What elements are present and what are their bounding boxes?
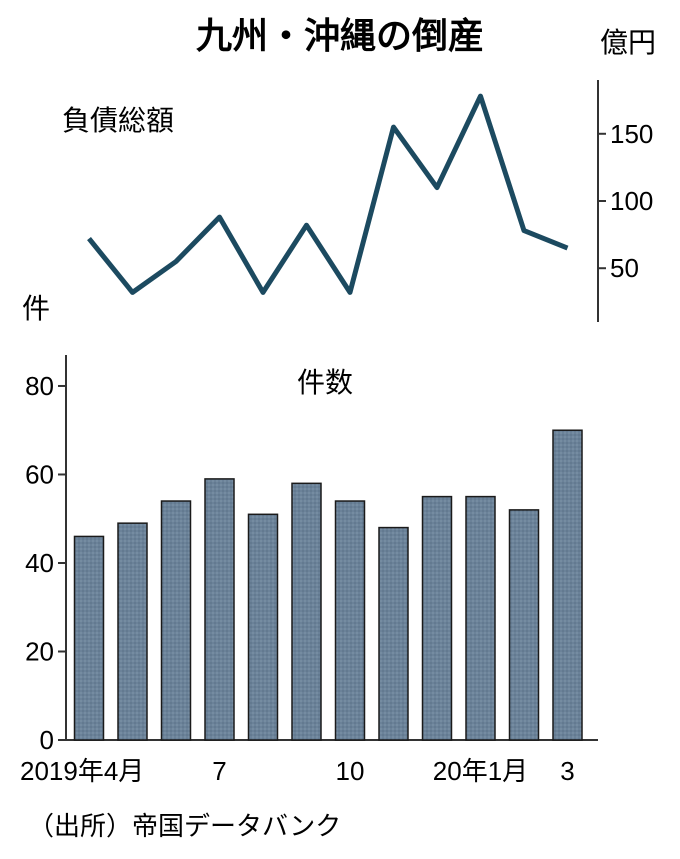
bar-6 <box>334 500 366 741</box>
x-tick-label-3: 20年1月 <box>433 756 528 786</box>
line-points <box>88 96 568 293</box>
bar-y-ticks: 0 20 40 60 80 <box>25 371 66 755</box>
bar-y-tick-label-4: 80 <box>25 371 54 401</box>
bar-4 <box>247 513 279 741</box>
chart-title: 九州・沖縄の倒産 <box>196 16 484 57</box>
bars <box>73 429 583 741</box>
x-tick-labels: 2019年4月 7 10 20年1月 3 <box>20 756 575 786</box>
bar-1 <box>117 522 148 741</box>
source-note: （出所）帝国データバンク <box>28 812 341 842</box>
bar-panel: 件 件数 0 20 40 60 80 2019年4月 7 10 20年1月 3 <box>20 292 598 786</box>
line-unit-label: 億円 <box>600 26 656 59</box>
bar-0 <box>73 535 105 741</box>
bar-y-tick-label-2: 40 <box>25 548 54 578</box>
bar-11 <box>552 429 583 741</box>
bar-10 <box>508 509 540 741</box>
bar-7 <box>378 526 409 741</box>
bar-y-tick-label-1: 20 <box>25 636 54 666</box>
line-y-ticks: 50 100 150 <box>598 119 653 283</box>
bar-3 <box>204 478 235 741</box>
bar-5 <box>291 482 322 741</box>
bar-9 <box>465 495 496 741</box>
bar-unit-label: 件 <box>22 292 50 325</box>
bar-y-tick-label-3: 60 <box>25 459 54 489</box>
line-y-tick-label-1: 100 <box>610 186 653 216</box>
bar-y-tick-label-0: 0 <box>40 725 54 755</box>
bar-2 <box>160 500 192 741</box>
line-series <box>87 93 569 295</box>
line-panel: 億円 負債総額 50 100 150 <box>62 26 656 322</box>
bar-series-label: 件数 <box>297 366 353 399</box>
line-y-tick-label-2: 150 <box>610 119 653 149</box>
x-tick-label-1: 7 <box>212 756 226 786</box>
bar-8 <box>421 495 453 741</box>
line-y-tick-label-0: 50 <box>610 253 639 283</box>
x-tick-label-0: 2019年4月 <box>20 756 144 786</box>
line-series-label: 負債総額 <box>62 104 174 137</box>
x-tick-label-4: 3 <box>560 756 574 786</box>
x-tick-label-2: 10 <box>336 756 365 786</box>
